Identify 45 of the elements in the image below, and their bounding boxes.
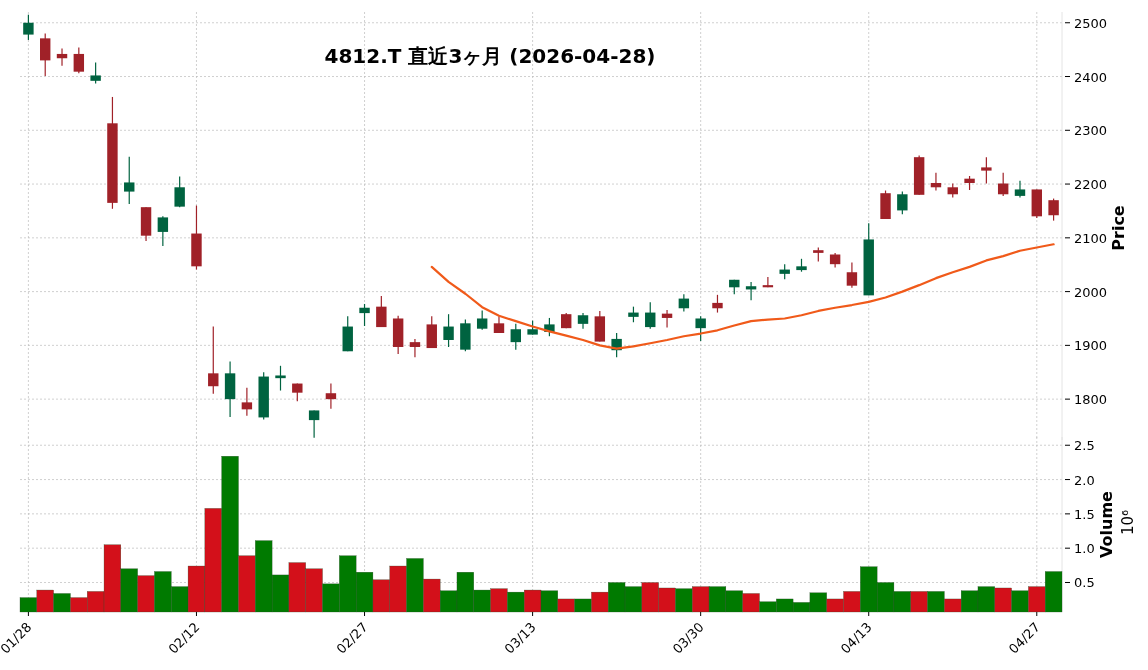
candlestick [645, 301, 656, 330]
y-tick-label: 2300 [1074, 123, 1108, 139]
text: 10⁶ [1119, 509, 1137, 536]
y-tick-label: 1800 [1074, 392, 1108, 408]
y-tick-label: 1900 [1074, 338, 1108, 354]
candlestick [241, 387, 253, 417]
candlestick [275, 365, 286, 392]
candlestick [443, 313, 454, 348]
candlestick [897, 190, 908, 215]
candlestick [124, 156, 135, 205]
candlestick [409, 338, 421, 358]
candlestick [376, 295, 387, 328]
candlestick [325, 382, 337, 410]
candlestick [23, 14, 34, 41]
candlestick [208, 325, 219, 395]
candlestick [308, 409, 320, 439]
candlestick [359, 303, 370, 327]
y-tick-label: 2100 [1074, 230, 1108, 246]
y-tick-label: 2.0 [1074, 472, 1095, 488]
candlestick [1048, 197, 1059, 222]
candlestick [762, 276, 774, 288]
candlestick [510, 323, 521, 351]
text: 4812.T 直近3ヶ月 (2026-04-28) [324, 44, 656, 68]
candlestick [426, 315, 437, 349]
candlestick [476, 309, 488, 331]
y-tick-label: 2500 [1074, 15, 1108, 31]
y-tick-label: 2400 [1074, 69, 1108, 85]
y-tick-label: 0.5 [1074, 575, 1095, 591]
y-tick-label: 1.5 [1074, 506, 1095, 522]
candlestick [40, 32, 51, 77]
candlestick [981, 156, 992, 185]
y-tick-label: 2000 [1074, 284, 1108, 300]
candlestick [157, 215, 169, 247]
candlestick [846, 261, 858, 289]
y-axis-title: Volume [1097, 490, 1116, 558]
candlestick [1014, 180, 1026, 199]
y-tick-label: 1.0 [1074, 541, 1095, 557]
y-tick-label: 2200 [1074, 177, 1108, 193]
y-axis-title: Price [1109, 205, 1128, 251]
line-series [430, 243, 1055, 350]
candlestick [174, 175, 185, 208]
candlestick [695, 315, 706, 342]
candlestick [73, 46, 85, 74]
y-tick-label: 2.5 [1074, 438, 1095, 454]
candlestick [90, 61, 101, 85]
